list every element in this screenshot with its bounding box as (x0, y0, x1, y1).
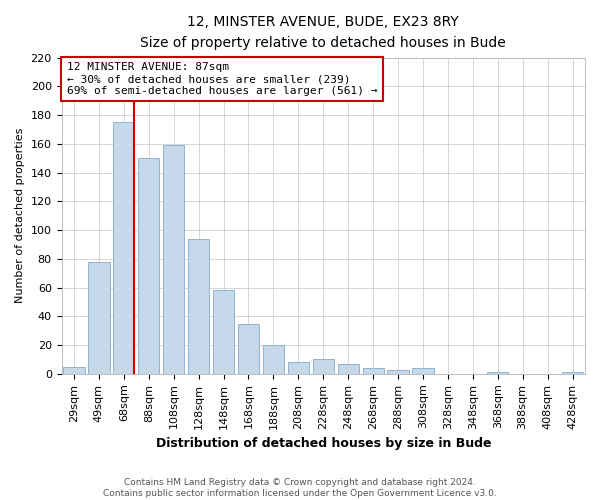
Bar (313, 360, 334, 374)
Bar (388, 370, 409, 374)
Text: 12 MINSTER AVENUE: 87sqm
← 30% of detached houses are smaller (239)
69% of semi-: 12 MINSTER AVENUE: 87sqm ← 30% of detach… (67, 62, 377, 96)
X-axis label: Distribution of detached houses by size in Bude: Distribution of detached houses by size … (155, 437, 491, 450)
Bar (138, 158, 160, 374)
Bar (288, 362, 309, 374)
Bar (362, 368, 384, 374)
Bar (487, 372, 508, 374)
Text: Contains HM Land Registry data © Crown copyright and database right 2024.
Contai: Contains HM Land Registry data © Crown c… (103, 478, 497, 498)
Bar (163, 146, 184, 374)
Bar (263, 345, 284, 374)
Bar (562, 372, 583, 374)
Bar (113, 122, 134, 374)
Bar (88, 262, 110, 374)
Bar (238, 324, 259, 374)
Title: 12, MINSTER AVENUE, BUDE, EX23 8RY
Size of property relative to detached houses : 12, MINSTER AVENUE, BUDE, EX23 8RY Size … (140, 15, 506, 50)
Bar (188, 239, 209, 374)
Bar (338, 364, 359, 374)
Bar (64, 366, 85, 374)
Bar (213, 290, 234, 374)
Bar (412, 368, 434, 374)
Y-axis label: Number of detached properties: Number of detached properties (15, 128, 25, 304)
